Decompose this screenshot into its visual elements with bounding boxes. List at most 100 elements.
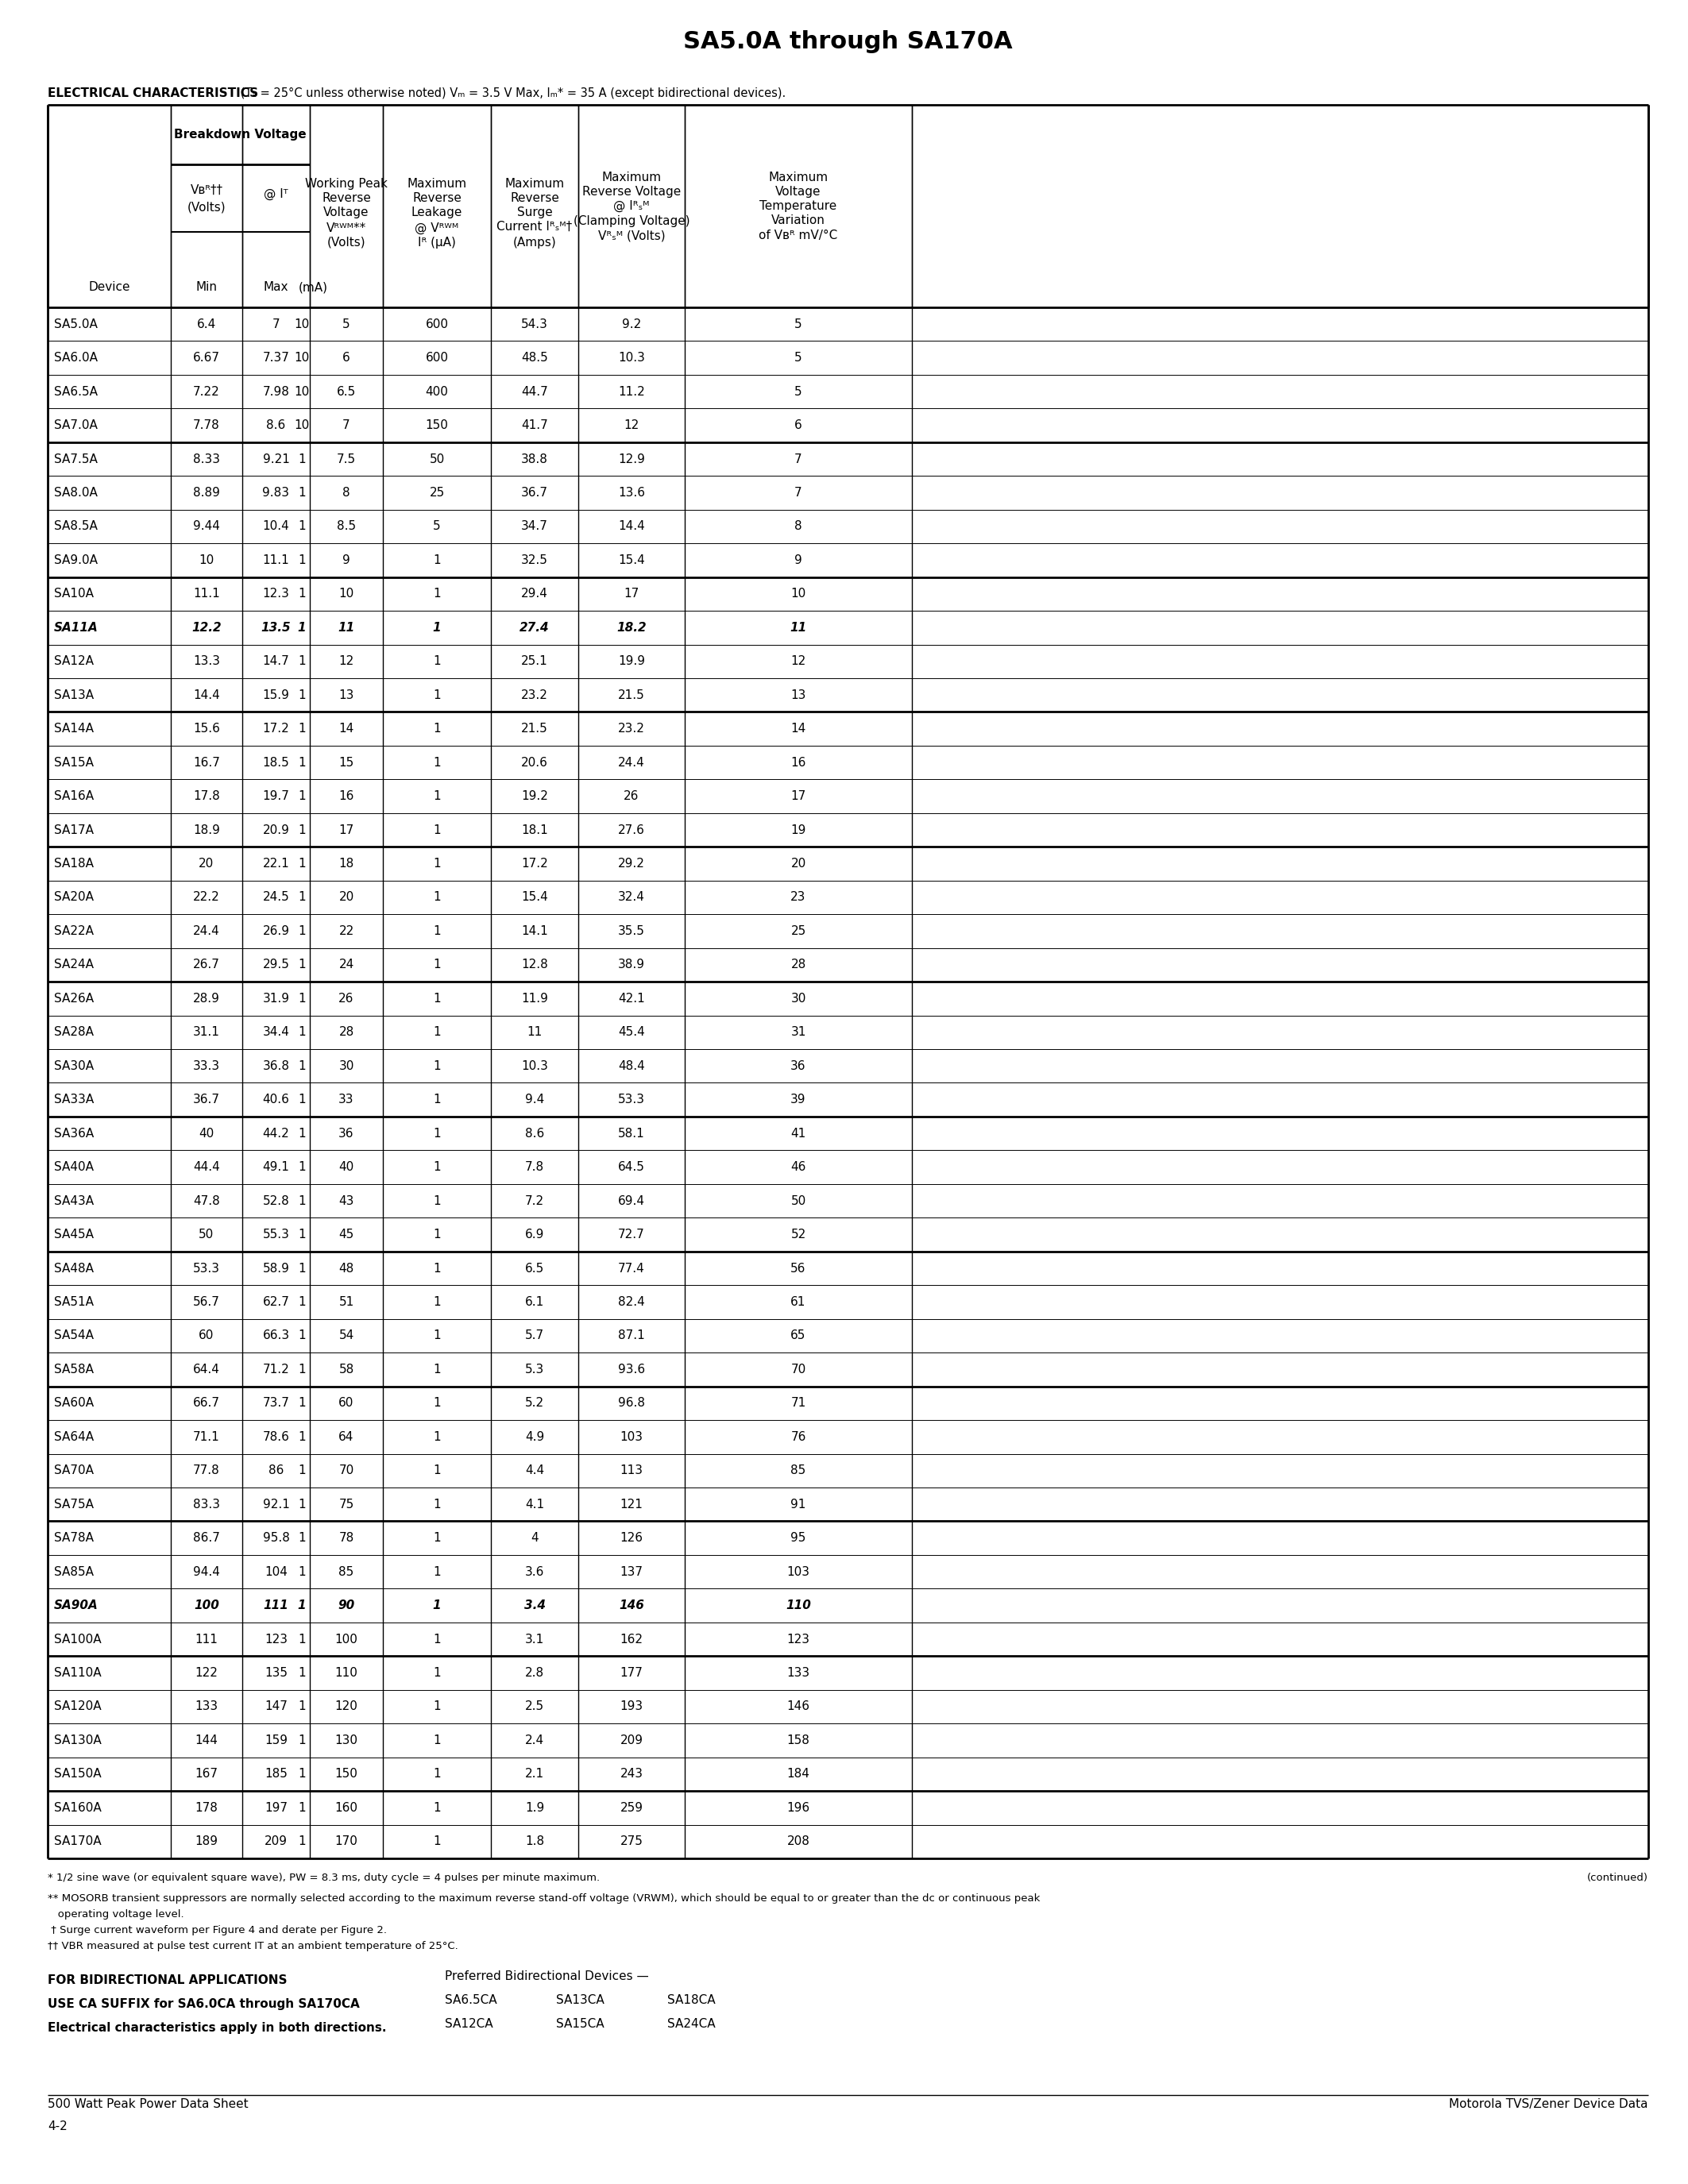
Text: 36: 36: [339, 1127, 354, 1140]
Text: 31.9: 31.9: [263, 992, 290, 1005]
Text: 9.44: 9.44: [192, 520, 219, 533]
Text: 19.9: 19.9: [618, 655, 645, 668]
Text: 1: 1: [297, 622, 306, 633]
Text: 40: 40: [339, 1162, 354, 1173]
Text: 64.4: 64.4: [192, 1363, 219, 1376]
Text: 17.8: 17.8: [192, 791, 219, 802]
Text: 9.21: 9.21: [263, 452, 290, 465]
Text: @ Iᵀ: @ Iᵀ: [263, 188, 289, 201]
Text: 209: 209: [265, 1835, 287, 1848]
Text: 6.4: 6.4: [197, 319, 216, 330]
Text: 178: 178: [196, 1802, 218, 1813]
Text: 45.4: 45.4: [618, 1026, 645, 1037]
Text: SA7.5A: SA7.5A: [54, 452, 98, 465]
Text: 189: 189: [196, 1835, 218, 1848]
Text: 137: 137: [619, 1566, 643, 1577]
Text: 17: 17: [625, 587, 640, 601]
Text: 5.2: 5.2: [525, 1398, 544, 1409]
Text: SA150A: SA150A: [54, 1769, 101, 1780]
Text: 10.3: 10.3: [618, 352, 645, 365]
Text: 18.2: 18.2: [616, 622, 647, 633]
Text: 51: 51: [339, 1295, 354, 1308]
Text: 196: 196: [787, 1802, 810, 1813]
Text: SA54A: SA54A: [54, 1330, 95, 1341]
Text: 6.9: 6.9: [525, 1230, 544, 1241]
Text: 1: 1: [299, 1465, 306, 1476]
Text: 600: 600: [425, 319, 449, 330]
Text: 1: 1: [434, 1127, 441, 1140]
Text: 17.2: 17.2: [522, 858, 549, 869]
Text: 58.1: 58.1: [618, 1127, 645, 1140]
Text: 259: 259: [619, 1802, 643, 1813]
Text: 86: 86: [268, 1465, 284, 1476]
Text: 243: 243: [619, 1769, 643, 1780]
Text: 1: 1: [434, 1769, 441, 1780]
Text: 1: 1: [297, 1599, 306, 1612]
Text: 10.3: 10.3: [522, 1059, 549, 1072]
Text: 5: 5: [795, 352, 802, 365]
Text: 10: 10: [339, 587, 354, 601]
Text: 33.3: 33.3: [192, 1059, 219, 1072]
Text: 1: 1: [299, 1059, 306, 1072]
Text: 1: 1: [434, 723, 441, 734]
Text: 1: 1: [434, 1230, 441, 1241]
Text: 1: 1: [299, 891, 306, 904]
Text: 1: 1: [299, 1230, 306, 1241]
Text: SA8.5A: SA8.5A: [54, 520, 98, 533]
Text: SA15A: SA15A: [54, 756, 95, 769]
Text: 7.8: 7.8: [525, 1162, 544, 1173]
Text: Device: Device: [88, 282, 130, 293]
Text: 18.1: 18.1: [522, 823, 549, 836]
Text: 1: 1: [299, 756, 306, 769]
Text: 28: 28: [339, 1026, 354, 1037]
Text: 126: 126: [619, 1533, 643, 1544]
Text: 1: 1: [299, 1533, 306, 1544]
Text: 1: 1: [299, 926, 306, 937]
Text: 10: 10: [294, 387, 309, 397]
Text: 1: 1: [434, 926, 441, 937]
Text: (mA): (mA): [299, 282, 327, 293]
Text: Working Peak: Working Peak: [306, 177, 388, 190]
Text: 1: 1: [299, 1127, 306, 1140]
Text: 26: 26: [339, 992, 354, 1005]
Text: 1: 1: [434, 891, 441, 904]
Text: 94.4: 94.4: [192, 1566, 219, 1577]
Text: 13.6: 13.6: [618, 487, 645, 498]
Text: 123: 123: [787, 1634, 810, 1645]
Text: 71.1: 71.1: [192, 1431, 219, 1444]
Text: 1.8: 1.8: [525, 1835, 544, 1848]
Text: 17.2: 17.2: [263, 723, 289, 734]
Text: 24.4: 24.4: [618, 756, 645, 769]
Text: 1: 1: [434, 1162, 441, 1173]
Text: 48.5: 48.5: [522, 352, 549, 365]
Text: 13.3: 13.3: [192, 655, 219, 668]
Text: 4: 4: [530, 1533, 538, 1544]
Text: 1: 1: [434, 823, 441, 836]
Text: SA12CA: SA12CA: [446, 2018, 493, 2029]
Text: 5.7: 5.7: [525, 1330, 544, 1341]
Text: SA36A: SA36A: [54, 1127, 95, 1140]
Text: SA17A: SA17A: [54, 823, 95, 836]
Text: 185: 185: [265, 1769, 287, 1780]
Text: 167: 167: [196, 1769, 218, 1780]
Text: SA18CA: SA18CA: [667, 1994, 716, 2007]
Text: SA12A: SA12A: [54, 655, 95, 668]
Text: SA130A: SA130A: [54, 1734, 101, 1747]
Text: 1: 1: [299, 1666, 306, 1679]
Text: 72.7: 72.7: [618, 1230, 645, 1241]
Text: 4.1: 4.1: [525, 1498, 544, 1511]
Text: 50: 50: [199, 1230, 214, 1241]
Text: 1: 1: [299, 1835, 306, 1848]
Text: 14.4: 14.4: [618, 520, 645, 533]
Text: ** MOSORB transient suppressors are normally selected according to the maximum r: ** MOSORB transient suppressors are norm…: [47, 1894, 1040, 1904]
Text: 8.5: 8.5: [338, 520, 356, 533]
Text: 6: 6: [343, 352, 349, 365]
Text: 95.8: 95.8: [263, 1533, 290, 1544]
Text: SA22A: SA22A: [54, 926, 95, 937]
Text: 209: 209: [619, 1734, 643, 1747]
Text: 12.3: 12.3: [263, 587, 290, 601]
Text: 3.6: 3.6: [525, 1566, 544, 1577]
Text: 1: 1: [434, 1059, 441, 1072]
Text: 65: 65: [790, 1330, 807, 1341]
Text: 1: 1: [299, 1195, 306, 1208]
